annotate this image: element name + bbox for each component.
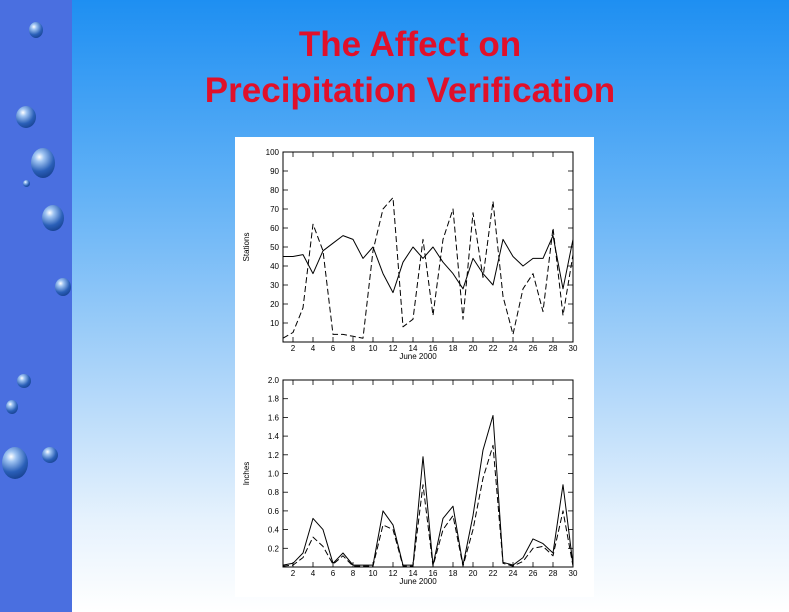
chart-1-x-tick-label: 24	[509, 344, 518, 353]
figure-panel: 10 20 30 40 50 60 70 80 90 100 2 4 6 8 10 12 14 16 18 20 22 2…	[235, 137, 594, 597]
chart-1-x-tick-label: 28	[549, 344, 558, 353]
sidebar-decoration	[0, 0, 72, 612]
chart-1-y-tick-label: 90	[270, 167, 279, 176]
water-drop-icon	[16, 106, 36, 128]
water-drop-icon	[6, 400, 18, 414]
chart-2-x-tick-label: 26	[529, 569, 538, 578]
chart-2-x-tick-label: 6	[331, 569, 336, 578]
chart-1-y-tick-label: 20	[270, 300, 279, 309]
chart-2-x-tick-label: 10	[369, 569, 378, 578]
chart-2-x-tick-label: 22	[489, 569, 498, 578]
chart-2-x-axis-label: June 2000	[399, 577, 437, 586]
chart-2-y-tick-label: 2.0	[268, 376, 280, 385]
chart-2-y-axis-label: Inches	[242, 462, 251, 486]
chart-2-y-tick-label: 0.6	[268, 507, 280, 516]
chart-1-x-tick-label: 16	[429, 344, 438, 353]
chart-1-x-tick-label: 2	[291, 344, 296, 353]
water-drop-icon	[2, 447, 28, 479]
chart-1-x-tick-label: 4	[311, 344, 316, 353]
chart-1-y-tick-label: 60	[270, 224, 279, 233]
chart-2-plot-frame	[282, 379, 574, 568]
chart-1-x-tick-label: 22	[489, 344, 498, 353]
chart-2-y-tick-label: 1.0	[268, 470, 280, 479]
chart-2-x-tick-label: 12	[389, 569, 398, 578]
chart-2-y-tick-label: 1.6	[268, 413, 280, 422]
water-drop-icon	[17, 374, 31, 388]
chart-2-x-tick-label: 8	[351, 569, 356, 578]
chart-2-x-tick-label: 28	[549, 569, 558, 578]
chart-1-y-tick-label: 10	[270, 319, 279, 328]
chart-1-x-tick-label: 20	[469, 344, 478, 353]
chart-1-y-axis-label: Stations	[242, 233, 251, 262]
chart-1-x-tick-label: 10	[369, 344, 378, 353]
slide-title: The Affect on Precipitation Verification	[100, 22, 720, 114]
chart-1-series-1-line	[283, 235, 574, 294]
chart-1-y-tick-label: 50	[270, 243, 279, 252]
chart-1-x-tick-label: 26	[529, 344, 538, 353]
water-drop-icon	[23, 180, 30, 187]
chart-2-y-tick-label: 0.2	[268, 544, 280, 553]
chart-2-x-tick-label: 14	[409, 569, 418, 578]
water-drop-icon	[42, 447, 58, 463]
chart-2-x-tick-label: 24	[509, 569, 518, 578]
chart-1-y-tick-label: 70	[270, 205, 279, 214]
chart-1-x-tick-label: 6	[331, 344, 336, 353]
water-drop-icon	[29, 22, 43, 38]
chart-2-x-tick-label: 16	[429, 569, 438, 578]
chart-1-y-tick-label: 30	[270, 281, 279, 290]
water-drop-icon	[42, 205, 64, 231]
chart-2-x-tick-label: 4	[311, 569, 316, 578]
chart-2-y-tick-label: 0.8	[268, 488, 280, 497]
chart-1-x-axis-label: June 2000	[399, 352, 437, 361]
chart-2-x-tick-label: 2	[291, 569, 296, 578]
chart-1-plot-frame	[282, 151, 574, 343]
chart-2-series-1-line	[282, 415, 574, 566]
water-drop-icon	[55, 278, 71, 296]
slide-title-line-2: Precipitation Verification	[204, 71, 616, 110]
slide-title-line-1: The Affect on	[298, 25, 522, 64]
chart-1-y-tick-label: 80	[270, 186, 279, 195]
chart-1-y-tick-label: 40	[270, 262, 279, 271]
chart-1-x-tick-label: 12	[389, 344, 398, 353]
chart-1-x-tick-label: 8	[351, 344, 356, 353]
chart-2-y-tick-label: 1.4	[268, 432, 280, 441]
chart-2-y-tick-label: 1.8	[268, 395, 280, 404]
chart-2-x-tick-label: 20	[469, 569, 478, 578]
water-drop-icon	[31, 148, 55, 178]
chart-1-x-tick-label: 14	[409, 344, 418, 353]
chart-1-y-tick-label: 100	[266, 148, 280, 157]
chart-1-x-tick-label: 18	[449, 344, 458, 353]
chart-2-x-tick-label: 30	[569, 569, 578, 578]
chart-2-y-tick-label: 1.2	[268, 451, 280, 460]
chart-2-x-tick-label: 18	[449, 569, 458, 578]
chart-2-y-tick-label: 0.4	[268, 526, 280, 535]
chart-1-series-2-line	[282, 197, 574, 339]
chart-2-series-2-line	[282, 444, 574, 567]
chart-1-x-tick-label: 30	[569, 344, 578, 353]
